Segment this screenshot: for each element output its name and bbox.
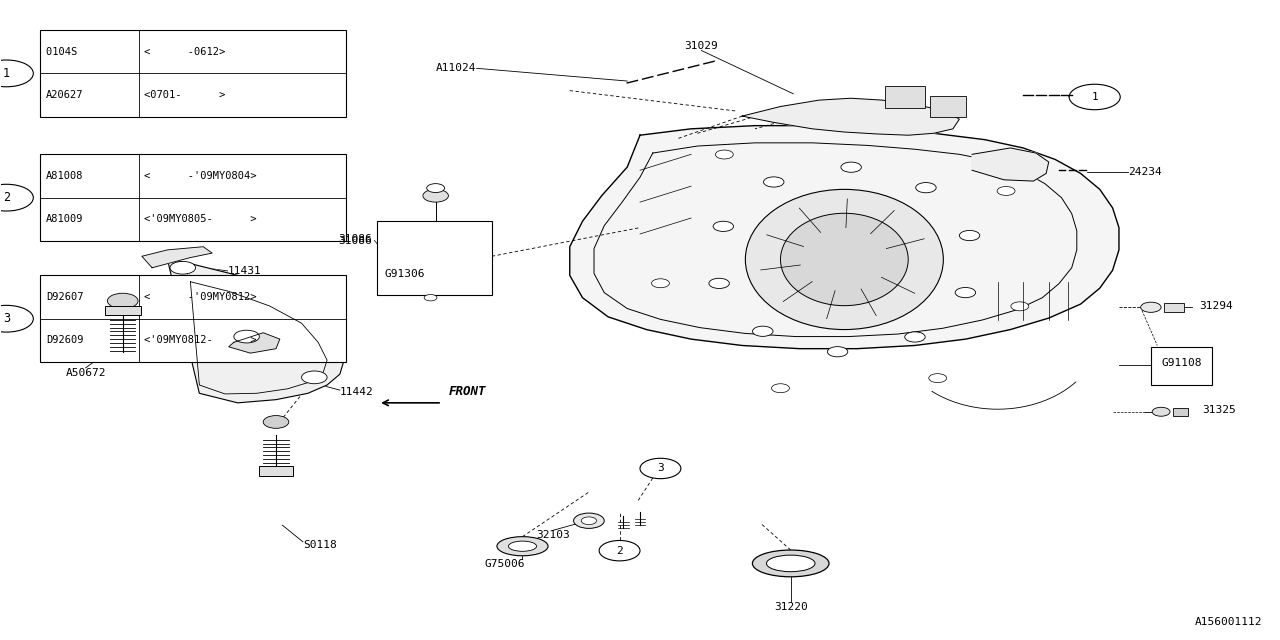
Text: FRONT: FRONT <box>448 385 486 397</box>
Circle shape <box>905 332 925 342</box>
Text: 11442: 11442 <box>340 387 374 397</box>
Text: A156001112: A156001112 <box>1194 617 1262 627</box>
Text: 31029: 31029 <box>685 41 718 51</box>
Circle shape <box>652 279 669 288</box>
Circle shape <box>753 326 773 337</box>
Text: 31325: 31325 <box>1202 406 1235 415</box>
Polygon shape <box>742 99 959 135</box>
Circle shape <box>929 374 947 383</box>
Circle shape <box>424 294 436 301</box>
Text: 3: 3 <box>3 312 10 325</box>
Polygon shape <box>972 148 1048 181</box>
Circle shape <box>581 517 596 525</box>
Text: A81008: A81008 <box>46 171 83 181</box>
Text: 0104S: 0104S <box>46 47 83 57</box>
Text: G91108: G91108 <box>1161 358 1202 368</box>
Text: 1: 1 <box>3 67 10 80</box>
Circle shape <box>997 186 1015 195</box>
Text: 24234: 24234 <box>1128 166 1162 177</box>
FancyBboxPatch shape <box>40 154 346 241</box>
Circle shape <box>170 261 196 274</box>
Circle shape <box>1069 84 1120 109</box>
Text: <      -'09MY0812>: < -'09MY0812> <box>145 292 257 302</box>
Circle shape <box>955 287 975 298</box>
Text: 11431: 11431 <box>228 266 261 276</box>
Ellipse shape <box>745 189 943 330</box>
Circle shape <box>1011 302 1029 311</box>
Text: <0701-      >: <0701- > <box>145 90 225 100</box>
Circle shape <box>422 189 448 202</box>
Circle shape <box>772 384 790 393</box>
Text: 31220: 31220 <box>774 602 808 612</box>
Polygon shape <box>168 259 344 403</box>
Ellipse shape <box>497 537 548 556</box>
Text: D92607: D92607 <box>46 292 83 302</box>
Circle shape <box>599 540 640 561</box>
Circle shape <box>915 182 936 193</box>
Ellipse shape <box>753 550 829 577</box>
Circle shape <box>0 184 33 211</box>
Bar <box>1151 347 1212 385</box>
Text: S0118: S0118 <box>303 540 337 550</box>
Ellipse shape <box>781 213 909 306</box>
Circle shape <box>959 230 979 241</box>
Text: 2: 2 <box>616 546 623 556</box>
Text: 1: 1 <box>1092 92 1098 102</box>
Text: <      -'09MY0804>: < -'09MY0804> <box>145 171 257 181</box>
Text: G75006: G75006 <box>484 559 525 569</box>
FancyBboxPatch shape <box>40 275 346 362</box>
Circle shape <box>640 458 681 479</box>
Circle shape <box>264 415 289 428</box>
Text: 32103: 32103 <box>536 530 570 540</box>
Text: <      -0612>: < -0612> <box>145 47 225 57</box>
Text: 2: 2 <box>3 191 10 204</box>
Circle shape <box>108 293 138 308</box>
Circle shape <box>868 120 886 129</box>
Bar <box>1172 408 1188 415</box>
FancyBboxPatch shape <box>260 466 293 476</box>
Circle shape <box>573 513 604 529</box>
FancyBboxPatch shape <box>886 86 925 108</box>
Circle shape <box>1152 407 1170 416</box>
Text: A20627: A20627 <box>46 90 83 100</box>
Text: G91306: G91306 <box>384 269 425 279</box>
Text: A11024: A11024 <box>436 63 476 74</box>
Polygon shape <box>229 333 280 353</box>
Circle shape <box>0 60 33 87</box>
Bar <box>1164 303 1184 312</box>
Ellipse shape <box>767 555 815 572</box>
Text: 31086: 31086 <box>338 234 371 244</box>
Circle shape <box>0 305 33 332</box>
Text: 31294: 31294 <box>1199 301 1233 311</box>
Circle shape <box>709 278 730 289</box>
Text: 31086: 31086 <box>338 236 371 246</box>
Text: <'09MY0812-      >: <'09MY0812- > <box>145 335 257 346</box>
Circle shape <box>302 371 328 384</box>
Bar <box>376 221 492 294</box>
Circle shape <box>716 150 733 159</box>
Text: 3: 3 <box>657 463 664 474</box>
Ellipse shape <box>508 541 536 551</box>
Polygon shape <box>142 246 212 268</box>
FancyBboxPatch shape <box>40 30 346 116</box>
Circle shape <box>1140 302 1161 312</box>
FancyBboxPatch shape <box>931 97 965 116</box>
FancyBboxPatch shape <box>105 306 141 315</box>
Text: A50672: A50672 <box>65 368 106 378</box>
Circle shape <box>234 330 260 343</box>
Circle shape <box>713 221 733 232</box>
Circle shape <box>827 347 847 357</box>
Polygon shape <box>570 125 1119 349</box>
Text: <'09MY0805-      >: <'09MY0805- > <box>145 214 257 224</box>
Text: D92609: D92609 <box>46 335 83 346</box>
Circle shape <box>426 184 444 193</box>
Text: A81009: A81009 <box>46 214 83 224</box>
Circle shape <box>841 162 861 172</box>
Circle shape <box>764 177 783 187</box>
